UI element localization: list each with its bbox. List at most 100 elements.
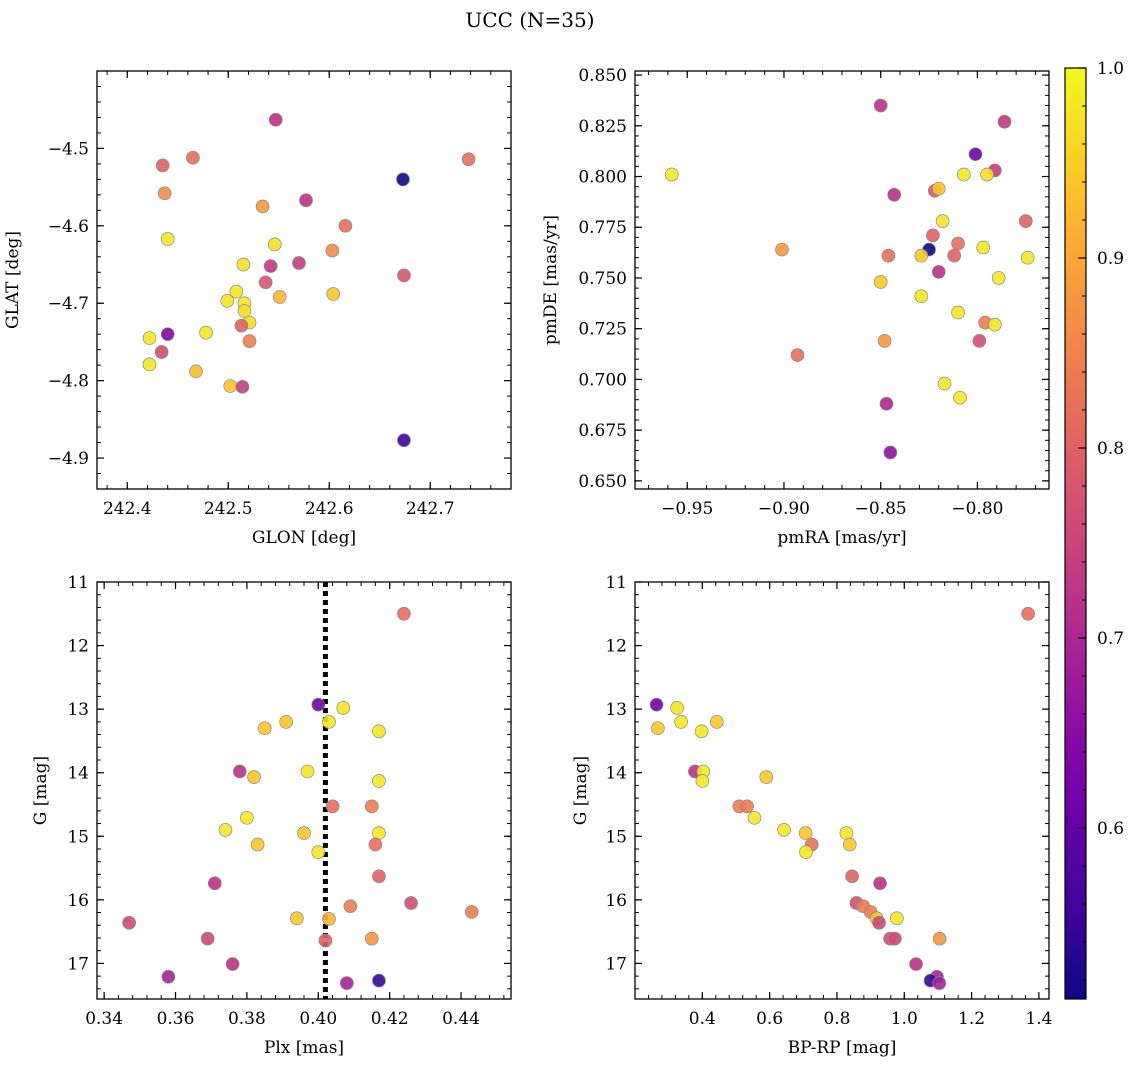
- data-point: [947, 248, 962, 263]
- data-point: [292, 256, 306, 270]
- data-point: [218, 823, 233, 837]
- data-point: [740, 799, 754, 814]
- x-axis-label: BP-RP [mag]: [788, 1038, 897, 1058]
- scatter-points: [649, 606, 1035, 990]
- data-point: [694, 724, 709, 739]
- data-point: [976, 240, 991, 255]
- data-point: [372, 774, 386, 788]
- y-axis-label: G [mag]: [31, 756, 51, 825]
- data-point: [199, 325, 213, 340]
- y-tick-label: 0.725: [578, 320, 627, 340]
- data-point: [931, 265, 946, 279]
- y-tick-label: 0.800: [578, 168, 627, 188]
- colorbar-tick-label: 0.9: [1097, 249, 1124, 269]
- y-tick-label: −4.9: [48, 449, 89, 469]
- data-point: [777, 823, 791, 837]
- data-point: [155, 158, 170, 173]
- data-point: [299, 193, 313, 208]
- data-point: [953, 390, 967, 405]
- axes-frame: [634, 70, 1050, 490]
- x-tick-label: 0.42: [371, 1009, 409, 1029]
- y-tick-label: 17: [605, 954, 627, 974]
- data-point: [318, 933, 333, 948]
- proper-motion-panel: −0.95 −0.90 −0.85 −0.80 0.650 0.675 0.700 0.725…: [541, 66, 1050, 548]
- data-point: [240, 810, 254, 825]
- x-tick-label: −0.95: [661, 499, 713, 519]
- data-point: [1020, 250, 1035, 265]
- data-point: [232, 764, 247, 779]
- y-tick-label: 16: [605, 891, 627, 911]
- x-tick-label: 0.44: [442, 1009, 480, 1029]
- x-tick-label: 0.4: [689, 1009, 716, 1029]
- data-point: [247, 770, 261, 785]
- data-point: [339, 976, 354, 990]
- data-point: [991, 271, 1006, 285]
- y-tick-label: 14: [67, 764, 89, 784]
- data-point: [368, 837, 383, 852]
- data-point: [951, 236, 965, 251]
- data-point: [160, 327, 175, 342]
- x-tick-label: −0.80: [951, 499, 1003, 519]
- data-point: [325, 799, 340, 814]
- x-axis-label: pmRA [mas/yr]: [777, 528, 906, 548]
- data-point: [914, 289, 929, 304]
- y-tick-label: 0.825: [578, 117, 627, 137]
- data-point: [223, 379, 238, 393]
- x-tick-label: 1.4: [1025, 1009, 1052, 1029]
- data-point: [235, 379, 250, 394]
- colorbar: 0.6 0.7 0.8 0.9 1.0: [1064, 59, 1124, 1000]
- x-tick-label: 1.0: [891, 1009, 918, 1029]
- data-point: [1021, 606, 1035, 621]
- data-point: [759, 770, 774, 785]
- data-point: [397, 433, 411, 448]
- data-point: [250, 837, 265, 852]
- data-point: [225, 957, 240, 971]
- y-tick-label: 13: [605, 700, 627, 720]
- y-tick-label: 12: [605, 637, 627, 657]
- data-point: [263, 259, 278, 273]
- data-point: [257, 721, 272, 736]
- data-point: [881, 248, 896, 263]
- y-tick-label: 0.850: [578, 66, 627, 86]
- colorbar-gradient: [1064, 67, 1087, 1000]
- data-point: [987, 317, 1002, 332]
- data-point: [336, 701, 351, 715]
- data-point: [279, 714, 294, 729]
- data-point: [980, 167, 994, 182]
- data-point: [464, 905, 479, 919]
- data-point: [798, 826, 813, 840]
- data-point: [887, 187, 902, 202]
- x-tick-label: 242.7: [406, 499, 455, 519]
- axes-frame: [634, 581, 1050, 1000]
- x-tick-label: 0.6: [756, 1009, 783, 1029]
- data-point: [237, 304, 252, 318]
- x-tick-label: 0.8: [823, 1009, 850, 1029]
- data-point: [189, 364, 203, 379]
- data-point: [931, 181, 946, 196]
- data-point: [229, 284, 244, 299]
- y-tick-label: −4.7: [48, 294, 89, 314]
- data-point: [909, 957, 923, 971]
- axes-frame: [96, 70, 512, 490]
- data-point: [887, 931, 902, 946]
- data-point: [122, 915, 136, 930]
- x-tick-label: 0.36: [157, 1009, 195, 1029]
- scatter-points: [142, 112, 476, 448]
- y-tick-label: 17: [67, 954, 89, 974]
- data-point: [338, 218, 353, 233]
- minor-ticks: [97, 581, 511, 999]
- data-point: [649, 697, 664, 712]
- data-point: [839, 826, 854, 840]
- colorbar-tick-label: 0.6: [1097, 819, 1124, 839]
- x-tick-label: 0.40: [299, 1009, 337, 1029]
- data-point: [1018, 214, 1033, 229]
- data-point: [272, 290, 287, 304]
- data-point: [242, 334, 257, 349]
- y-tick-label: −4.8: [48, 372, 89, 392]
- colorbar-ticks: 0.6 0.7 0.8 0.9 1.0: [1078, 59, 1124, 981]
- data-point: [664, 167, 679, 182]
- data-point: [161, 969, 176, 984]
- data-point: [396, 172, 410, 187]
- scatter-points: [664, 98, 1035, 460]
